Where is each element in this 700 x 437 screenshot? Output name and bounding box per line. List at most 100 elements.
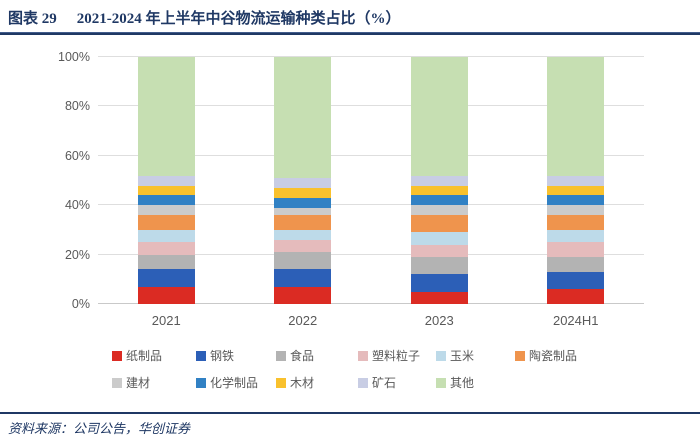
bar-column-2021	[98, 57, 235, 304]
y-tick-label: 100%	[58, 49, 90, 64]
bar-segment-钢铁	[410, 274, 468, 292]
gridline-100	[98, 56, 644, 57]
legend-label: 矿石	[372, 376, 397, 390]
legend-item-化学制品: 化学制品	[196, 374, 276, 391]
x-category-label-2021: 2021	[151, 313, 181, 328]
bar-column-2022	[235, 57, 372, 304]
legend-item-塑料粒子: 塑料粒子	[358, 347, 436, 364]
bar-segment-其他	[274, 57, 332, 179]
y-tick-label: 20%	[64, 247, 90, 262]
bar-segment-塑料粒子	[547, 242, 605, 258]
bar-segment-化学制品	[137, 195, 195, 206]
bar-segment-食品	[137, 254, 195, 270]
legend-swatch-陶瓷制品	[515, 350, 525, 361]
bar-segment-矿石	[137, 175, 195, 186]
footer-divider	[0, 412, 700, 414]
bar-segment-纸制品	[274, 286, 332, 304]
bar-segment-食品	[410, 257, 468, 275]
bar-segment-陶瓷制品	[547, 215, 605, 230]
stacked-bar-2023	[410, 57, 468, 304]
stacked-bar-2021	[137, 57, 195, 304]
x-axis: 2021 2022 2023 2024H1	[98, 313, 644, 328]
gridline-80	[98, 105, 644, 107]
x-category-label-2024H1: 2024H1	[552, 313, 599, 328]
figure-label: 图表 29	[8, 11, 57, 27]
bar-segment-塑料粒子	[410, 244, 468, 258]
legend-label: 木材	[290, 376, 315, 390]
bar-segment-化学制品	[547, 195, 605, 206]
bars-container	[98, 57, 644, 304]
legend-item-矿石: 矿石	[358, 374, 436, 391]
figure-title: 2021-2024 年上半年中谷物流运输种类占比（%）	[76, 11, 401, 27]
legend-swatch-食品	[276, 350, 286, 361]
bar-segment-陶瓷制品	[137, 215, 195, 230]
bar-segment-塑料粒子	[274, 239, 332, 253]
bar-segment-玉米	[547, 229, 605, 243]
legend-label: 陶瓷制品	[529, 349, 578, 363]
bar-segment-纸制品	[410, 291, 468, 304]
bar-segment-纸制品	[137, 286, 195, 304]
legend-swatch-其他	[436, 377, 446, 388]
bar-segment-矿石	[410, 175, 468, 186]
legend-item-纸制品: 纸制品	[112, 347, 196, 364]
bar-segment-矿石	[547, 175, 605, 186]
bar-segment-矿石	[274, 178, 332, 188]
stacked-bar-2022	[274, 57, 332, 304]
legend-item-其他: 其他	[436, 374, 515, 391]
legend-label: 塑料粒子	[372, 349, 421, 363]
bar-segment-玉米	[274, 229, 332, 240]
legend-label: 化学制品	[210, 376, 259, 390]
legend-item-钢铁: 钢铁	[196, 347, 276, 364]
y-tick-label: 80%	[64, 99, 90, 114]
legend-swatch-化学制品	[196, 377, 206, 388]
bar-segment-建材	[274, 207, 332, 216]
legend-swatch-塑料粒子	[358, 350, 368, 361]
gridline-40	[98, 204, 644, 206]
bar-segment-木材	[274, 187, 332, 198]
y-axis: 0% 20% 40% 60% 80% 100%	[0, 51, 90, 310]
legend-item-木材: 木材	[276, 374, 358, 391]
legend-label: 食品	[290, 349, 315, 363]
bar-segment-玉米	[410, 232, 468, 245]
bar-segment-其他	[547, 57, 605, 176]
title-divider	[0, 32, 700, 35]
bar-segment-钢铁	[137, 269, 195, 287]
chart-legend: 纸制品 钢铁 食品 塑料粒子 玉米 陶瓷制品建材 化学制品 木材 矿石 其他	[112, 347, 645, 391]
legend-item-玉米: 玉米	[436, 347, 515, 364]
bar-column-2024H1	[508, 57, 645, 304]
legend-label: 其他	[450, 376, 475, 390]
legend-swatch-玉米	[436, 350, 446, 361]
bar-segment-陶瓷制品	[410, 215, 468, 233]
bar-segment-钢铁	[547, 271, 605, 290]
bar-segment-建材	[137, 205, 195, 216]
x-category-label-2023: 2023	[424, 313, 454, 328]
gridline-0	[98, 303, 644, 304]
bar-segment-钢铁	[274, 269, 332, 287]
bar-segment-塑料粒子	[137, 242, 195, 255]
figure-header: 图表 29 2021-2024 年上半年中谷物流运输种类占比（%）	[8, 7, 692, 28]
bar-column-2023	[371, 57, 508, 304]
bar-segment-纸制品	[547, 289, 605, 304]
bar-segment-化学制品	[410, 195, 468, 206]
bar-segment-木材	[547, 185, 605, 196]
y-tick-label: 60%	[64, 148, 90, 163]
legend-label: 钢铁	[210, 349, 235, 363]
gridline-60	[98, 154, 644, 156]
x-category-label-2022: 2022	[288, 313, 318, 328]
legend-item-食品: 食品	[276, 347, 358, 364]
bar-segment-木材	[137, 185, 195, 196]
legend-item-陶瓷制品: 陶瓷制品	[515, 347, 645, 364]
bar-segment-建材	[547, 205, 605, 216]
bar-segment-化学制品	[274, 197, 332, 208]
legend-label: 建材	[126, 376, 151, 390]
stacked-bar-2024H1	[547, 57, 605, 304]
legend-item-建材: 建材	[112, 374, 196, 391]
legend-swatch-建材	[112, 377, 122, 388]
bar-segment-其他	[137, 57, 195, 176]
legend-swatch-矿石	[358, 377, 368, 388]
y-tick-label: 0%	[71, 296, 90, 311]
legend-swatch-钢铁	[196, 350, 206, 361]
legend-label: 纸制品	[126, 349, 163, 363]
bar-segment-其他	[410, 57, 468, 176]
bar-segment-食品	[274, 252, 332, 270]
